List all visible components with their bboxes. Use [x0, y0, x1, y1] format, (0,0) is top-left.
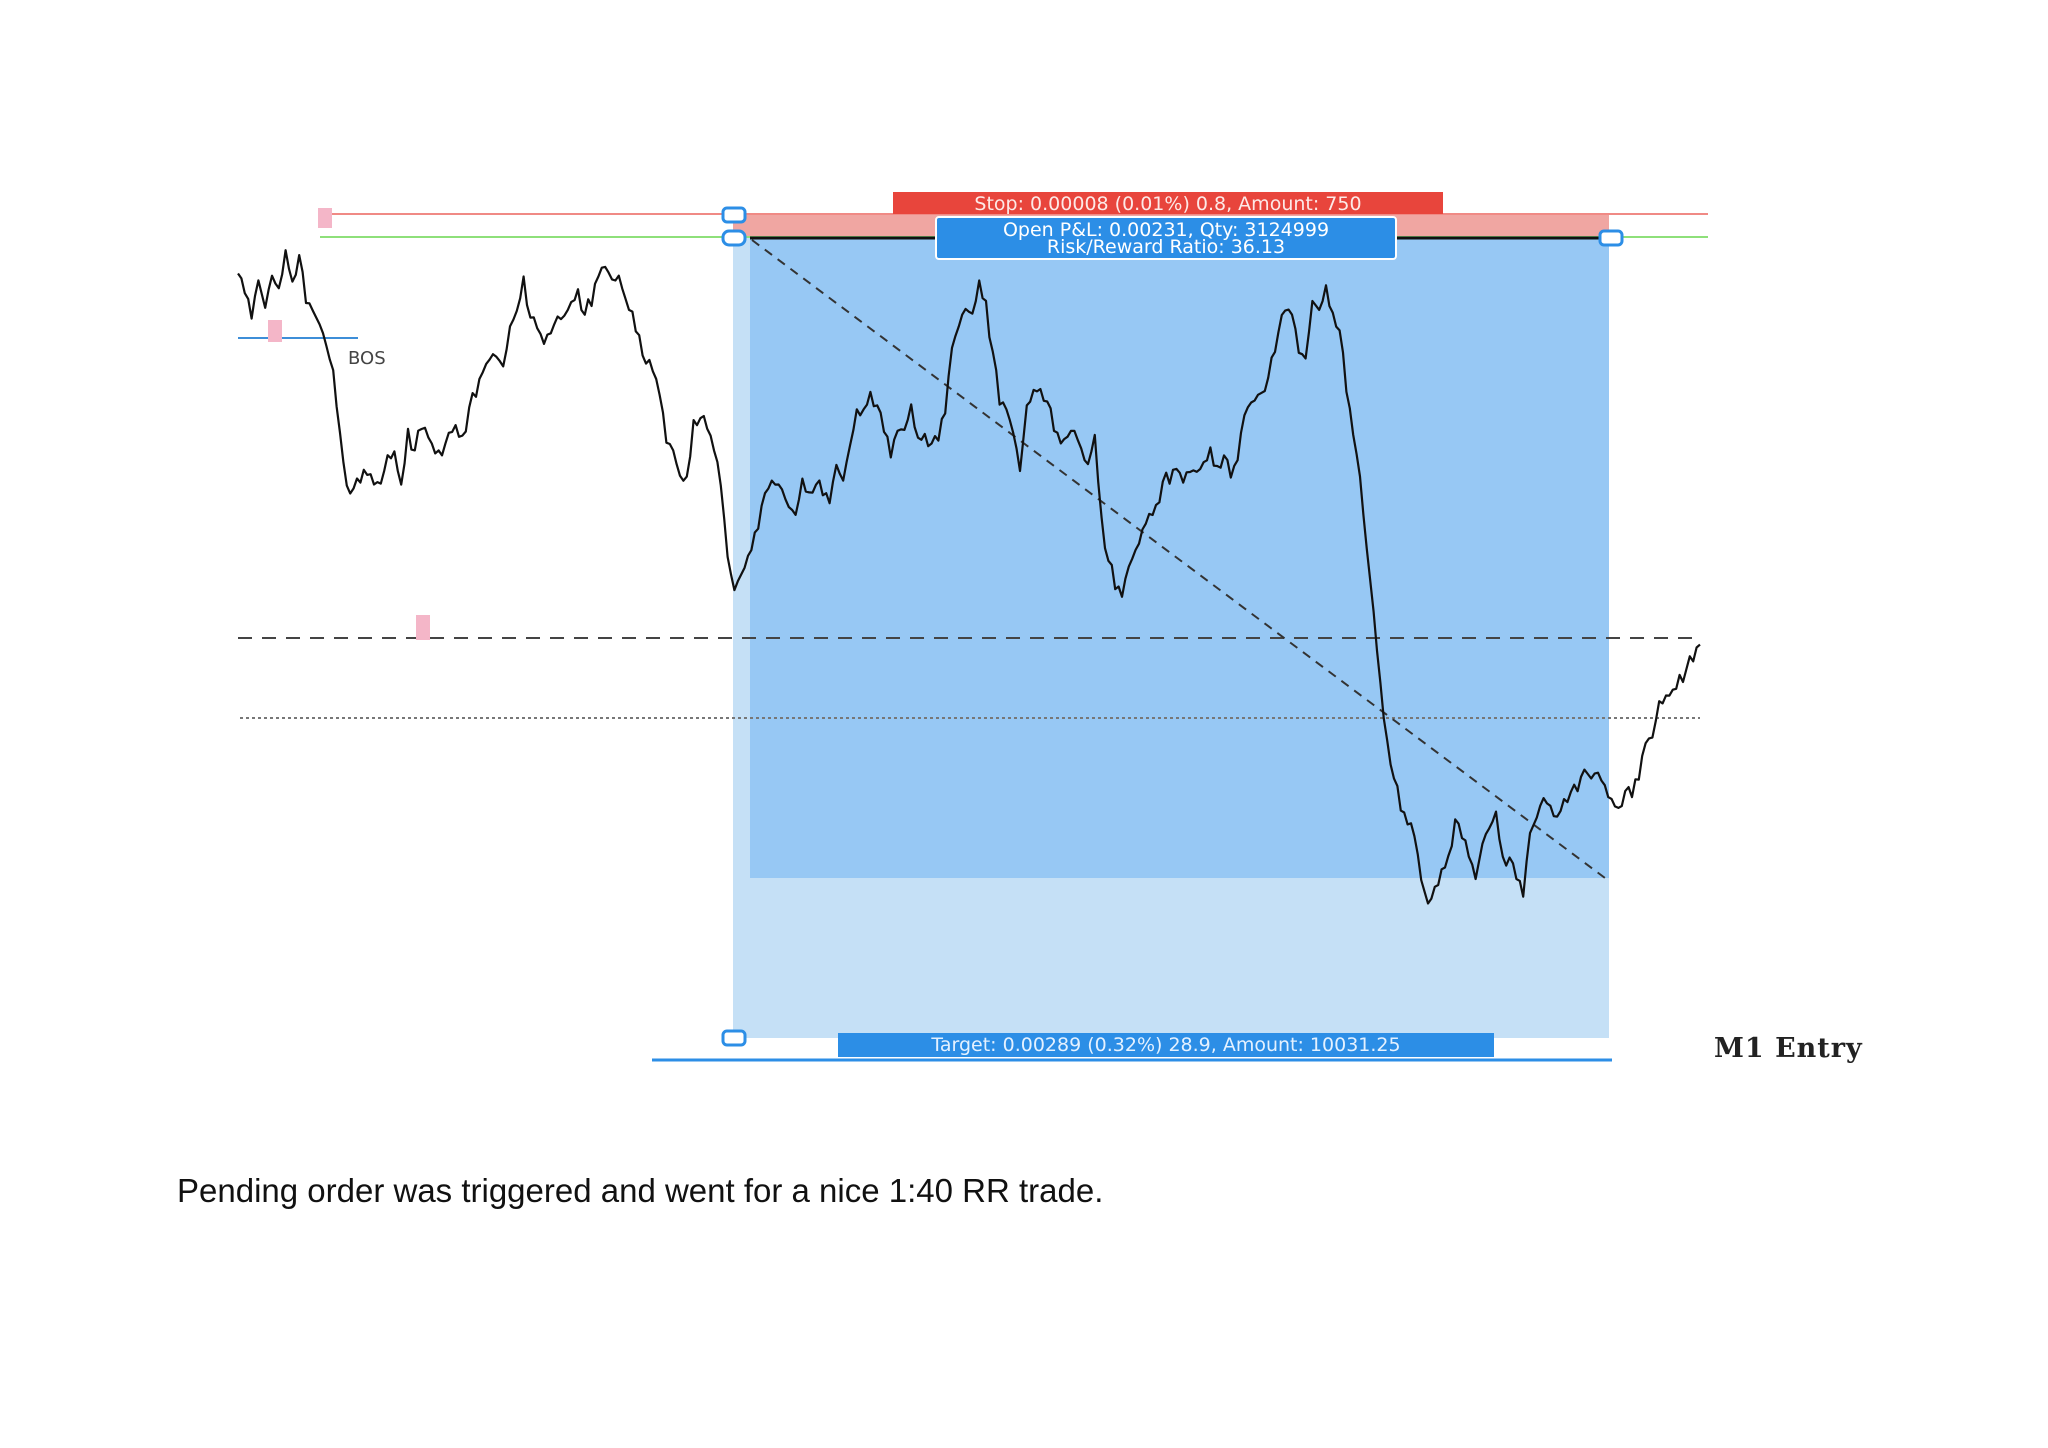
caption-text: Pending order was triggered and went for… [177, 1172, 1104, 1209]
bos-marker [268, 320, 282, 342]
entry-handle-right[interactable] [1598, 229, 1624, 247]
bos-label: BOS [348, 348, 386, 369]
target-label-box [838, 1033, 1494, 1057]
risk-reward-label: Risk/Reward Ratio: 36.13 [1047, 236, 1285, 258]
trade-path-dashed [751, 239, 1606, 879]
swing-high-marker [318, 208, 332, 228]
target-zone-reached [750, 238, 1609, 878]
target-label: Target: 0.00289 (0.32%) 28.9, Amount: 10… [930, 1034, 1400, 1056]
price-series-line [237, 249, 1701, 905]
stop-handle[interactable] [721, 206, 747, 224]
timeframe-label: M1 Entry [1714, 1033, 1863, 1064]
swing-low-marker [416, 615, 430, 640]
open-pnl-label: Open P&L: 0.00231, Qty: 3124999 [1003, 219, 1329, 241]
entry-handle-left[interactable] [721, 229, 747, 247]
pnl-label-box [935, 216, 1397, 260]
target-handle[interactable] [721, 1029, 747, 1047]
stop-label-box [893, 192, 1443, 214]
stop-label: Stop: 0.00008 (0.01%) 0.8, Amount: 750 [974, 193, 1361, 215]
